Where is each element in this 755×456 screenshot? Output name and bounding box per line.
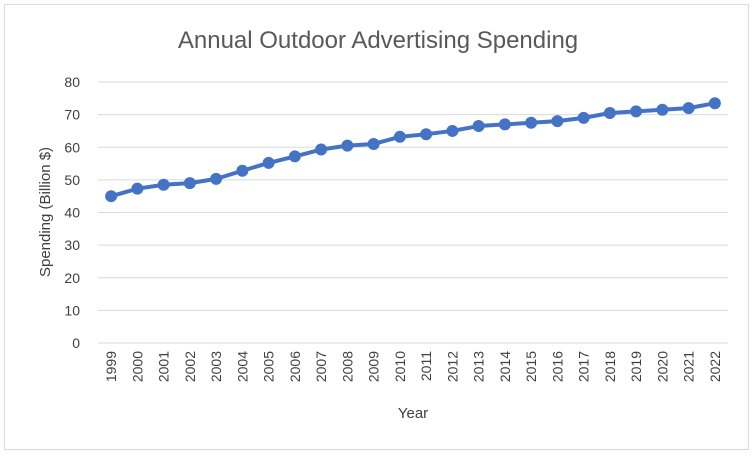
x-tick-label: 2016: [549, 351, 565, 382]
x-tick-label: 2013: [471, 351, 487, 382]
x-axis-label: Year: [398, 405, 428, 422]
y-tick-label: 0: [72, 335, 80, 351]
x-tick-label: 2019: [628, 351, 644, 382]
y-tick-label: 60: [64, 139, 80, 155]
x-tick-label: 2005: [261, 351, 277, 382]
x-tick-label: 2006: [287, 351, 303, 382]
y-tick-label: 50: [64, 172, 80, 188]
data-point: [157, 178, 170, 191]
data-point: [682, 102, 695, 115]
x-tick-label: 2008: [339, 351, 355, 382]
y-axis-ticks: 0 10 20 30 40 50 60 70 80: [64, 74, 80, 351]
chart-title: Annual Outdoor Advertising Spending: [178, 27, 578, 54]
data-point: [551, 115, 564, 128]
y-tick-label: 80: [64, 74, 80, 90]
data-point: [315, 143, 328, 156]
x-tick-label: 2007: [313, 351, 329, 382]
y-tick-label: 40: [64, 205, 80, 221]
x-tick-label: 2001: [156, 351, 172, 382]
data-point: [525, 116, 538, 129]
x-tick-label: 2014: [497, 351, 513, 382]
chart-frame: [4, 4, 749, 450]
y-axis-label: Spending (Billion $): [37, 147, 54, 277]
x-tick-label: 2010: [392, 351, 408, 382]
series-line: [109, 101, 717, 199]
data-point: [262, 156, 275, 169]
data-point: [341, 139, 354, 152]
data-point: [131, 182, 144, 195]
x-tick-label: 2020: [654, 351, 670, 382]
x-tick-label: 2002: [182, 351, 198, 382]
data-point: [577, 111, 590, 124]
x-tick-label: 2000: [129, 351, 145, 382]
x-axis-ticks: 1999 2000 2001 2002 2003 2004 2005 2006 2007 2008…: [103, 351, 723, 382]
data-point: [708, 97, 721, 110]
y-tick-label: 10: [64, 302, 80, 318]
y-tick-label: 70: [64, 107, 80, 123]
gridlines: [98, 81, 728, 344]
x-tick-label: 2012: [444, 351, 460, 382]
data-point: [210, 172, 223, 185]
data-point: [603, 106, 616, 119]
x-tick-label: 2004: [234, 351, 250, 382]
data-point: [288, 150, 301, 163]
data-point: [420, 128, 433, 141]
x-tick-label: 2015: [523, 351, 539, 382]
x-tick-label: 2011: [418, 351, 434, 381]
data-point: [183, 177, 196, 190]
data-point: [498, 118, 511, 131]
data-point: [446, 124, 459, 137]
series-layer: [105, 97, 721, 203]
data-point: [236, 164, 249, 177]
data-point: [393, 130, 406, 143]
data-point: [105, 190, 118, 203]
data-point: [472, 120, 485, 133]
y-tick-label: 30: [64, 237, 80, 253]
y-tick-label: 20: [64, 270, 80, 286]
x-tick-label: 2009: [366, 351, 382, 382]
data-point: [630, 105, 643, 118]
x-tick-label: 2021: [681, 351, 697, 382]
x-tick-label: 1999: [103, 351, 119, 382]
x-tick-label: 2022: [707, 351, 723, 382]
data-point: [656, 103, 669, 116]
x-tick-label: 2018: [602, 351, 618, 382]
x-tick-label: 2003: [208, 351, 224, 382]
x-tick-label: 2017: [576, 351, 592, 382]
data-point: [367, 137, 380, 150]
